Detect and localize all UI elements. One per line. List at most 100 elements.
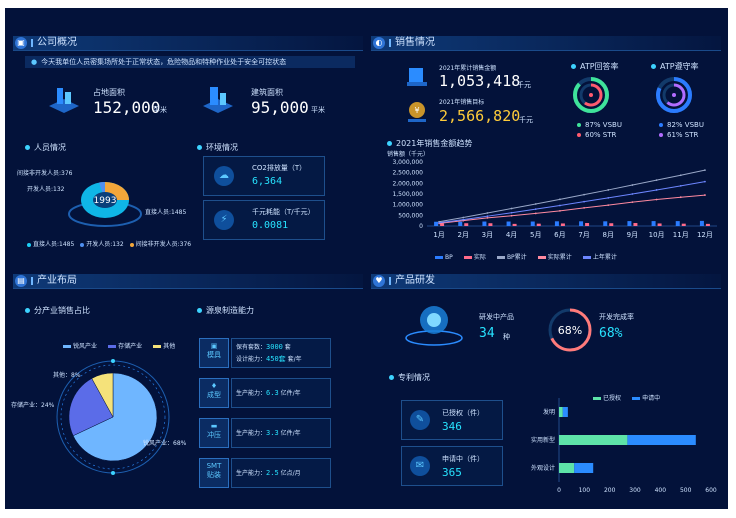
x-tick-label: 11月 (673, 231, 689, 239)
legend-storage: 存储产业 (108, 341, 142, 350)
point-上年累计 (631, 193, 634, 195)
target-label: 2021年销售目标 (439, 99, 485, 106)
pie-label-ruifeng: 锐风产业：68% (143, 440, 187, 447)
energy-card: ⚡ 千元耗能（T/千元） 0.0081 (203, 200, 325, 240)
x-tick-label: 5月 (530, 231, 541, 239)
x-tick-label: 7月 (578, 231, 589, 239)
x-tick-label: 400 (655, 487, 667, 494)
bullet-icon (387, 141, 392, 146)
line-BP累计 (438, 169, 706, 223)
bullet-icon (651, 64, 656, 69)
dev-products-value: 34 (479, 326, 495, 341)
section-title: 公司概况 (37, 37, 77, 48)
section-header-rd: ♥ 产品研发 (371, 274, 721, 289)
header-divider (31, 277, 33, 285)
trend-unit: 销售额（千元） (387, 151, 430, 158)
industry-pie-chart (56, 359, 170, 475)
environment-title: 环境情况 (197, 142, 238, 153)
point-实际累计 (679, 196, 682, 199)
section-title: 产业布局 (37, 275, 77, 286)
legend-granted: 已授权 (593, 393, 621, 402)
y-tick-label: 实用新型 (531, 436, 555, 444)
point-上年累计 (655, 189, 658, 191)
legend-bp-cum: BP累计 (496, 252, 527, 261)
atp-reply-title: ATP回答率 (571, 61, 619, 72)
point-BP累计 (631, 184, 634, 186)
x-tick-label: 3月 (482, 231, 493, 239)
bar-bp (603, 221, 608, 226)
point-上年累计 (607, 196, 610, 199)
line-实际累计 (439, 194, 705, 224)
y-tick-label: 0 (419, 223, 423, 230)
mfg-box: 生产能力：6.3 亿件/年 (231, 378, 331, 408)
energy-icon: ⚡ (214, 210, 234, 230)
bar-bp (506, 221, 511, 226)
pending-value: 365 (442, 466, 462, 479)
gauge-arc-str (579, 83, 603, 107)
mfg-box: 保有套数：3000 套 设计能力：450套 套/年 (231, 338, 331, 368)
molding-icon: ♦ 成型 (199, 378, 229, 408)
co2-label: CO2排放量（T） (252, 164, 307, 172)
pie-dashed-ring (60, 364, 166, 470)
bar-bp (458, 221, 463, 226)
dashboard-frame: ▣ 公司概况 ● 今天我单位人员密集场所处于正常状态，危险物品和特种作业处于安全可… (5, 8, 728, 509)
legend-dev: 开发人员:132 (80, 241, 124, 248)
mfg-box: 生产能力：3.3 亿件/年 (231, 418, 331, 448)
x-tick-label: 1月 (433, 231, 444, 239)
land-area-unit: 平米 (153, 106, 167, 114)
bullet-icon (25, 308, 30, 313)
point-BP累计 (607, 189, 610, 191)
building-icon: ▣ (15, 37, 27, 49)
mfg-row-molding: ♦ 成型 生产能力：6.3 亿件/年 (199, 378, 331, 408)
bar-actual (464, 223, 469, 226)
completion-ring: 68% (548, 308, 592, 352)
legend-bp: BP (435, 254, 453, 261)
bar-actual (609, 223, 614, 226)
point-BP累计 (462, 216, 465, 219)
personnel-title: 人员情况 (25, 142, 66, 153)
section-title: 产品研发 (395, 275, 435, 286)
x-tick-label: 100 (579, 487, 591, 494)
atp-reply-gauge (573, 77, 609, 113)
mold-icon: ▣ 模具 (199, 338, 229, 368)
legend-indirect: 间接非开发人员:376 (129, 241, 191, 248)
bar-pending (562, 407, 568, 417)
header-divider (389, 277, 391, 285)
pie-slice-其他 (91, 372, 114, 418)
bar-actual (705, 223, 710, 226)
bar-actual (440, 223, 445, 226)
rd-platform-icon (405, 306, 463, 346)
section-header-industry: ▤ 产业布局 (13, 274, 363, 289)
section-header-company: ▣ 公司概况 (13, 36, 363, 51)
energy-label: 千元耗能（T/千元） (252, 208, 315, 216)
x-tick-label: 4月 (506, 231, 517, 239)
x-tick-label: 600 (705, 487, 717, 494)
personnel-label-indirect: 间接非开发人员:376 (17, 170, 73, 177)
header-divider (389, 39, 391, 47)
patent-title: 专利情况 (389, 372, 430, 383)
point-上年累计 (462, 218, 465, 221)
share-legend: 锐风产业 存储产业 其他 (63, 333, 181, 352)
atp-reply-vsbu: 87% VSBU (577, 121, 622, 129)
bar-actual (657, 223, 662, 226)
point-实际累计 (704, 194, 706, 196)
rd-icon: ♥ (373, 275, 385, 287)
point-实际累计 (559, 209, 561, 212)
cumulative-unit: 千元 (517, 81, 531, 89)
bar-bp (482, 221, 487, 226)
legend-other: 其他 (153, 341, 175, 350)
point-实际累计 (607, 204, 610, 206)
atp-comply-gauge (656, 77, 692, 113)
legend-pending: 申请中 (632, 393, 660, 402)
point-上年累计 (559, 204, 561, 207)
legend-direct: 直接人员:1485 (27, 241, 74, 248)
bar-bp (627, 221, 632, 226)
notice-bar: ● 今天我单位人员密集场所处于正常状态，危险物品和特种作业处于安全可控状态 (25, 56, 355, 68)
completion-value: 68% (599, 326, 623, 341)
y-tick-label: 2,500,000 (392, 170, 423, 177)
y-tick-label: 1,000,000 (392, 202, 423, 209)
bullet-icon (197, 145, 202, 150)
point-BP累计 (583, 193, 585, 196)
mfg-row-stamping: ▬ 冲压 生产能力：3.3 亿件/年 (199, 418, 331, 448)
bell-icon: ● (31, 58, 38, 66)
